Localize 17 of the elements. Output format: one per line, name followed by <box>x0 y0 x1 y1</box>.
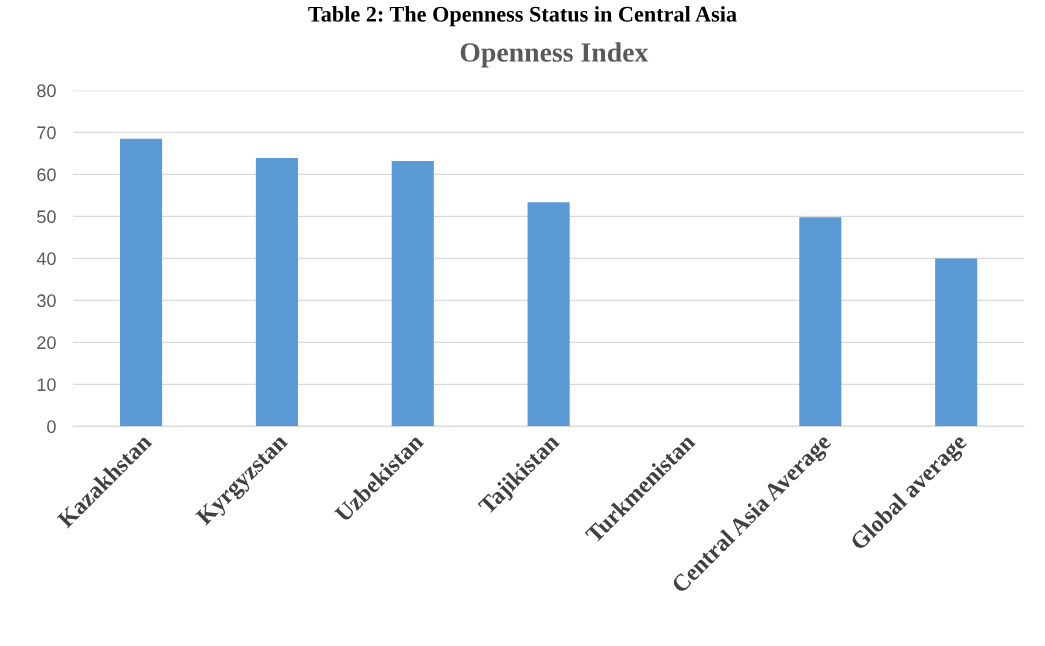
bar <box>527 202 570 427</box>
chart-title: Openness Index <box>460 42 649 68</box>
y-tick-label: 20 <box>37 336 56 350</box>
y-tick-label: 10 <box>37 378 56 392</box>
y-tick-label: 0 <box>47 420 56 434</box>
y-tick-label: 60 <box>37 168 56 182</box>
bar <box>255 158 298 427</box>
y-tick-label: 40 <box>36 252 56 266</box>
y-tick-label: 50 <box>37 210 56 224</box>
bar <box>799 217 842 427</box>
caption: Table 2: The Openness Status in Central Asia <box>308 6 737 27</box>
bar <box>935 258 978 427</box>
y-tick-label: 80 <box>37 84 56 98</box>
y-tick-label: 70 <box>37 126 56 140</box>
bar <box>391 160 434 427</box>
bar <box>120 138 163 427</box>
y-tick-label: 30 <box>37 294 56 308</box>
